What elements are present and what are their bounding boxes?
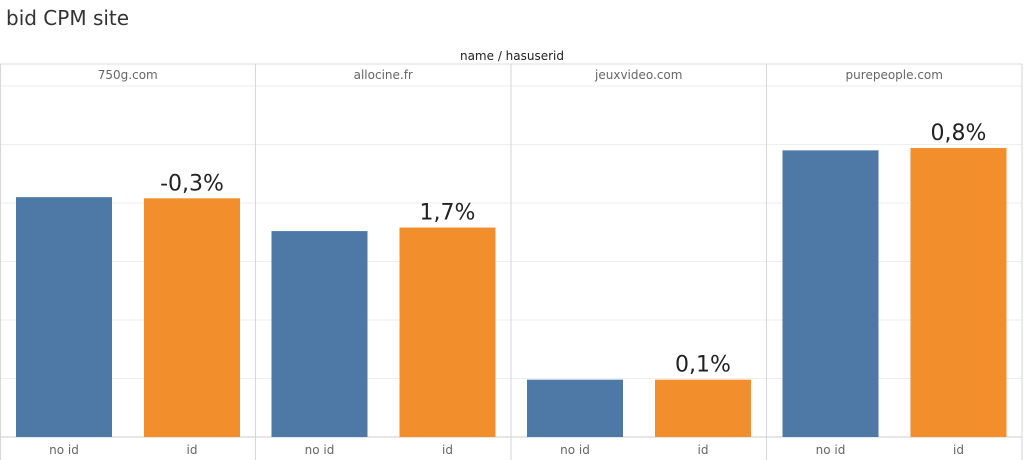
data-label: 0,1% xyxy=(675,353,731,378)
pane-label: allocine.fr xyxy=(354,68,413,82)
category-label: id xyxy=(187,443,198,457)
bar-id xyxy=(144,198,240,437)
column-header: name / hasuserid xyxy=(460,49,564,63)
category-label: id xyxy=(442,443,453,457)
category-label: no id xyxy=(560,443,590,457)
pane-label: 750g.com xyxy=(98,68,158,82)
category-label: no id xyxy=(816,443,846,457)
data-label: 0,8% xyxy=(931,121,987,146)
pane-label: purepeople.com xyxy=(846,68,943,82)
bar-id xyxy=(655,379,751,437)
bar-no-id xyxy=(16,197,112,437)
category-label: id xyxy=(953,443,964,457)
pane-label: jeuxvideo.com xyxy=(594,68,682,82)
category-label: no id xyxy=(49,443,79,457)
chart-title: bid CPM site xyxy=(6,6,130,30)
category-label: id xyxy=(698,443,709,457)
bar-id xyxy=(910,148,1007,437)
bar-no-id xyxy=(271,231,368,437)
bars xyxy=(16,148,1007,437)
data-label: -0,3% xyxy=(160,171,224,196)
bar-no-id xyxy=(527,379,623,437)
category-label: no id xyxy=(305,443,335,457)
bar-no-id xyxy=(782,150,879,437)
labels: 750g.com no id id -0,3% allocine.fr no id id 1,… xyxy=(49,68,986,457)
bar-id xyxy=(399,227,496,437)
data-label: 1,7% xyxy=(420,201,476,226)
